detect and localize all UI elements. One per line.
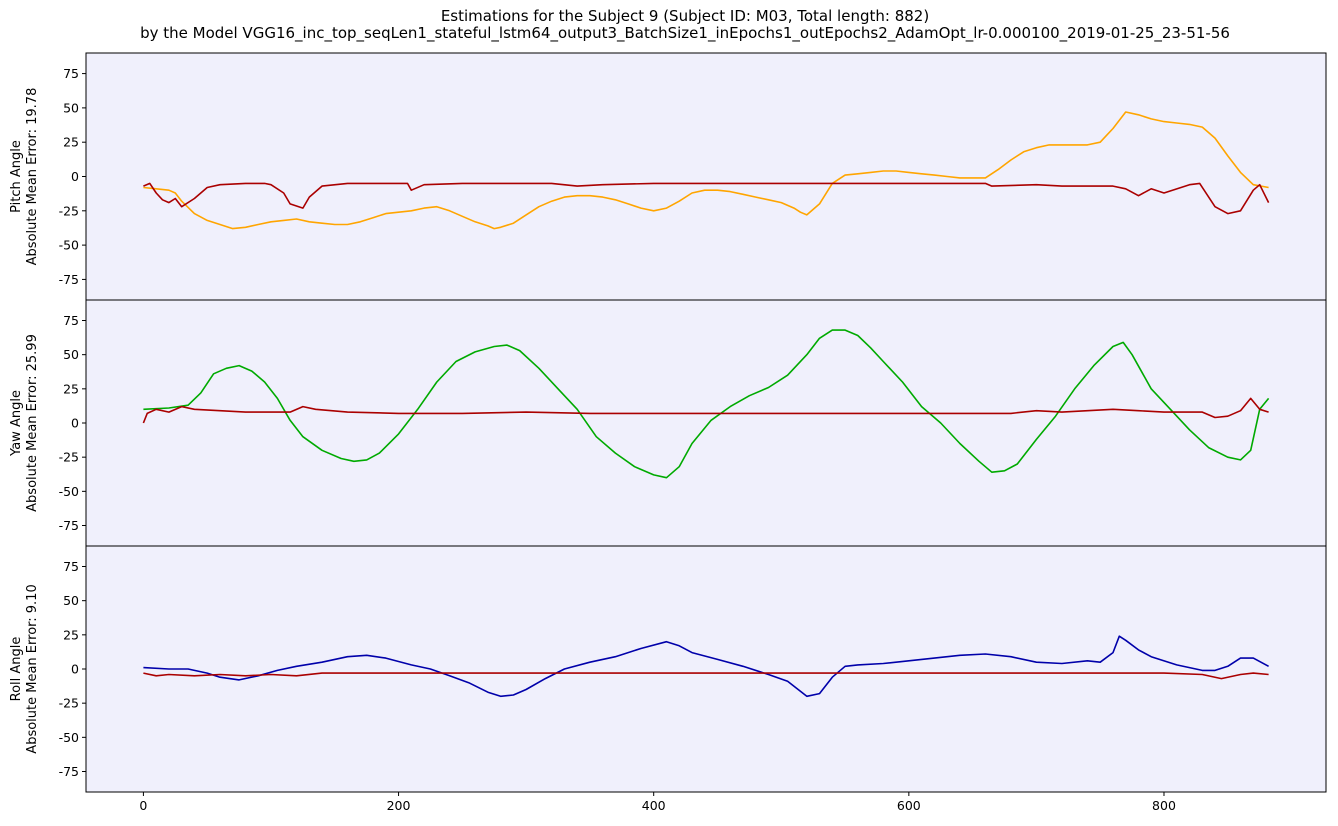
pitch-ytick-label: -50 (59, 238, 79, 253)
yaw-ytick-label: 75 (63, 313, 79, 328)
roll-prediction-line (143, 672, 1269, 680)
yaw-yaw_truth-line (143, 329, 1270, 479)
roll-xtick-label: 600 (897, 798, 921, 813)
pitch-ylabel-line2: Absolute Mean Error: 19.78 (25, 88, 40, 266)
roll-subplot: 75 50 25 0 -25 -50 -75 0 200 400 600 800 Roll Angle A… (9, 545, 1327, 813)
chart-title-line1: Estimations for the Subject 9 (Subject I… (441, 7, 929, 25)
roll-ytick-label: -50 (59, 730, 79, 745)
pitch-ytick-label: 50 (63, 100, 79, 115)
roll-ylabel-line2: Absolute Mean Error: 9.10 (25, 584, 40, 753)
roll-ytick-label: -25 (59, 696, 79, 711)
pitch-ytick-label: 0 (71, 169, 79, 184)
yaw-ytick-label: -25 (59, 450, 79, 465)
yaw-plot-area (86, 300, 1326, 546)
pitch-ytick-label: 75 (63, 66, 79, 81)
roll-xtick-label: 400 (642, 798, 666, 813)
yaw-ylabel-line1: Yaw Angle (9, 390, 24, 457)
yaw-ytick-label: -75 (59, 518, 79, 533)
yaw-ylabel-line2: Absolute Mean Error: 25.99 (25, 334, 40, 512)
pitch-ytick-label: -25 (59, 203, 79, 218)
yaw-prediction-line (142, 397, 1269, 424)
roll-xtick-label: 800 (1152, 798, 1176, 813)
pitch-ylabel-line1: Pitch Angle (9, 140, 24, 213)
chart-title-line2: by the Model VGG16_inc_top_seqLen1_state… (140, 24, 1230, 43)
roll-ytick-label: -75 (59, 764, 79, 779)
roll-plot-area (86, 546, 1326, 792)
yaw-ytick-label: -50 (59, 484, 79, 499)
pitch-subplot: 75 50 25 0 -25 -50 -75 Pitch Angle Absolute Mean… (9, 52, 1327, 301)
pitch-prediction-line (143, 182, 1270, 215)
roll-roll_truth-line (143, 635, 1269, 698)
pitch-pitch_truth-line (143, 111, 1269, 230)
roll-ylabel-line1: Roll Angle (9, 637, 24, 702)
yaw-ytick-label: 50 (63, 347, 79, 362)
roll-frame (85, 545, 1327, 793)
roll-xtick-label: 0 (139, 798, 147, 813)
roll-ytick-label: 50 (63, 593, 79, 608)
roll-ytick-label: 25 (63, 627, 79, 642)
roll-xtick-label: 200 (387, 798, 411, 813)
yaw-ytick-label: 25 (63, 381, 79, 396)
pitch-ytick-label: -75 (59, 272, 79, 287)
yaw-subplot: 75 50 25 0 -25 -50 -75 Yaw Angle Absolute Mean E… (9, 299, 1327, 547)
yaw-ytick-label: 0 (71, 416, 79, 431)
roll-ytick-label: 0 (71, 662, 79, 677)
roll-ytick-label: 75 (63, 559, 79, 574)
pitch-ytick-label: 25 (63, 135, 79, 150)
pitch-plot-area (86, 53, 1326, 300)
